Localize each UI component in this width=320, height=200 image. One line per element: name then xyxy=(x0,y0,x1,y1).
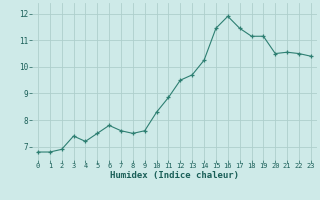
X-axis label: Humidex (Indice chaleur): Humidex (Indice chaleur) xyxy=(110,171,239,180)
